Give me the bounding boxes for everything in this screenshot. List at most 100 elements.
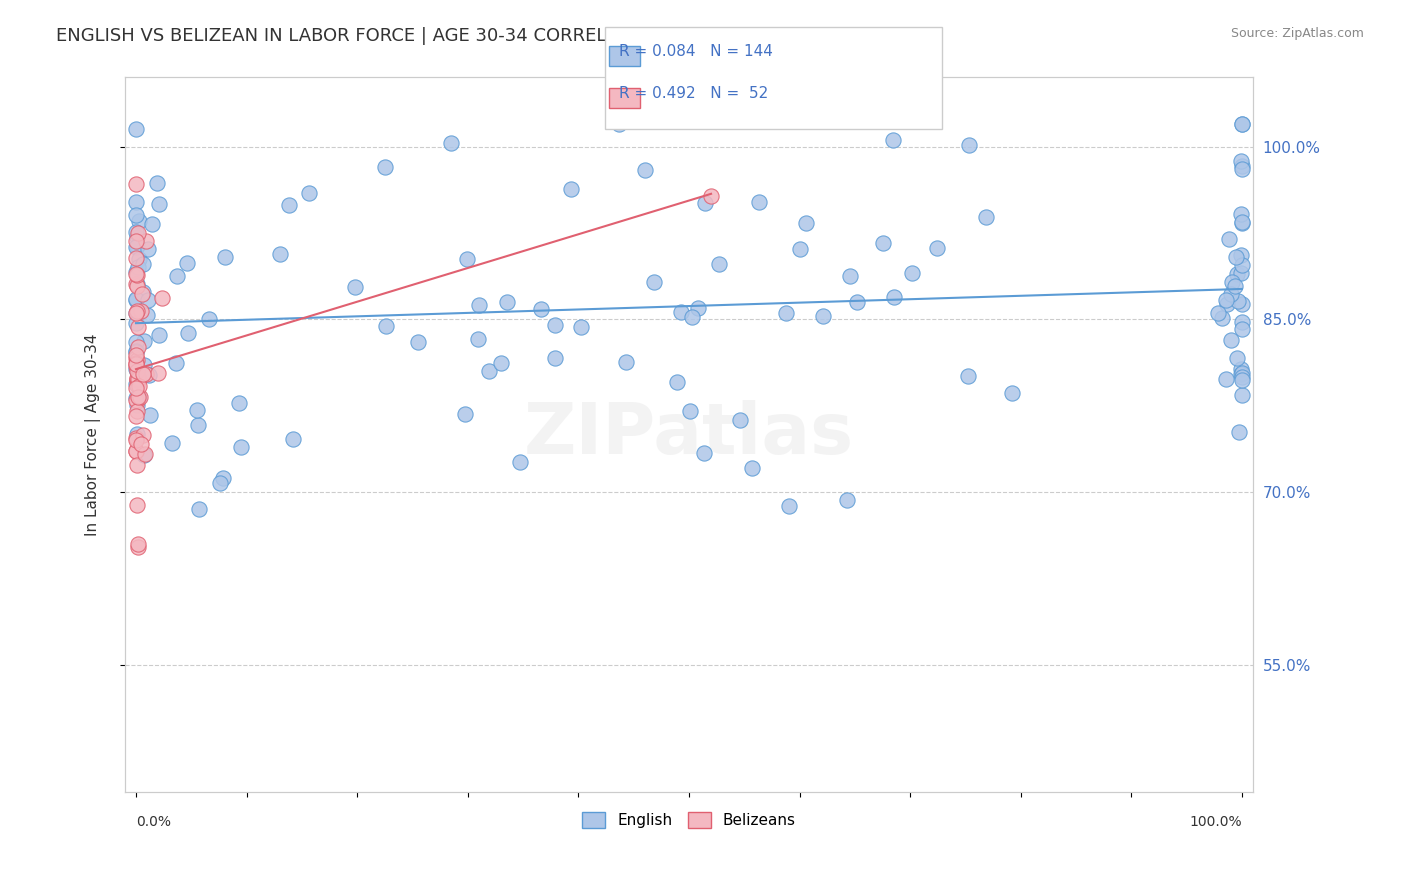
Point — [1230, 215, 1253, 229]
Point — [456, 252, 478, 266]
Point — [125, 122, 148, 136]
Point — [132, 427, 155, 442]
Point — [125, 343, 148, 358]
Point — [741, 461, 763, 475]
Point — [125, 426, 148, 441]
Point — [957, 138, 980, 153]
Point — [1225, 250, 1247, 264]
Point — [211, 471, 233, 485]
Point — [544, 351, 567, 365]
Text: 100.0%: 100.0% — [1189, 815, 1241, 829]
Point — [125, 361, 148, 376]
Point — [1230, 259, 1253, 273]
Point — [135, 367, 157, 381]
Point — [811, 309, 834, 323]
Point — [707, 257, 730, 271]
Point — [128, 391, 150, 405]
Point — [1226, 351, 1249, 365]
Point — [634, 163, 657, 178]
Point — [496, 294, 519, 309]
Point — [165, 356, 187, 370]
Point — [616, 355, 638, 369]
Point — [125, 278, 148, 293]
Point — [374, 318, 396, 333]
Point — [1230, 160, 1253, 174]
Point — [125, 251, 148, 265]
Point — [1206, 306, 1229, 320]
Point — [132, 285, 155, 299]
Point — [136, 242, 159, 256]
Point — [1230, 297, 1253, 311]
Point — [128, 378, 150, 392]
Point — [132, 334, 155, 348]
Point — [127, 537, 149, 551]
Point — [208, 475, 231, 490]
Point — [509, 455, 531, 469]
Point — [269, 247, 291, 261]
Point — [197, 311, 219, 326]
Point — [125, 306, 148, 320]
Point — [146, 366, 169, 380]
Point — [1223, 278, 1246, 293]
Point — [1001, 386, 1024, 401]
Point — [278, 198, 301, 212]
Point — [775, 306, 797, 320]
Point — [560, 182, 582, 196]
Point — [125, 403, 148, 417]
Point — [127, 226, 149, 240]
Point — [125, 306, 148, 320]
Point — [127, 372, 149, 386]
Y-axis label: In Labor Force | Age 30-34: In Labor Force | Age 30-34 — [86, 334, 101, 536]
Point — [141, 217, 163, 231]
Text: R = 0.492   N =  52: R = 0.492 N = 52 — [619, 87, 768, 101]
Point — [835, 493, 858, 508]
Point — [148, 196, 170, 211]
Point — [160, 436, 183, 450]
Point — [125, 239, 148, 253]
Point — [128, 213, 150, 227]
Point — [125, 372, 148, 386]
Point — [125, 356, 148, 370]
Point — [127, 260, 149, 274]
Point — [125, 225, 148, 239]
Point — [1230, 247, 1253, 261]
Point — [125, 394, 148, 409]
Point — [643, 275, 665, 289]
Point — [138, 368, 160, 382]
Point — [127, 391, 149, 405]
Point — [125, 398, 148, 412]
Point — [125, 347, 148, 361]
Point — [131, 286, 153, 301]
Point — [125, 234, 148, 248]
Point — [1230, 388, 1253, 402]
Point — [125, 444, 148, 458]
Point — [1226, 267, 1249, 281]
Point — [1230, 207, 1253, 221]
Point — [1230, 315, 1253, 329]
Point — [125, 370, 148, 384]
Point — [695, 196, 717, 211]
Point — [150, 291, 173, 305]
Point — [136, 293, 159, 308]
Point — [125, 364, 148, 378]
Point — [544, 318, 567, 333]
Point — [136, 308, 159, 322]
Point — [1227, 294, 1250, 309]
Point — [1230, 366, 1253, 380]
Point — [125, 177, 148, 191]
Point — [128, 367, 150, 381]
Point — [186, 403, 208, 417]
Point — [1211, 310, 1233, 325]
Point — [125, 458, 148, 473]
Point — [125, 344, 148, 359]
Point — [125, 335, 148, 350]
Point — [125, 230, 148, 244]
Point — [128, 252, 150, 266]
Point — [976, 211, 998, 225]
Point — [187, 417, 209, 432]
Point — [883, 291, 905, 305]
Point — [145, 176, 167, 190]
Point — [679, 403, 702, 417]
Point — [901, 266, 924, 280]
Point — [489, 356, 512, 370]
